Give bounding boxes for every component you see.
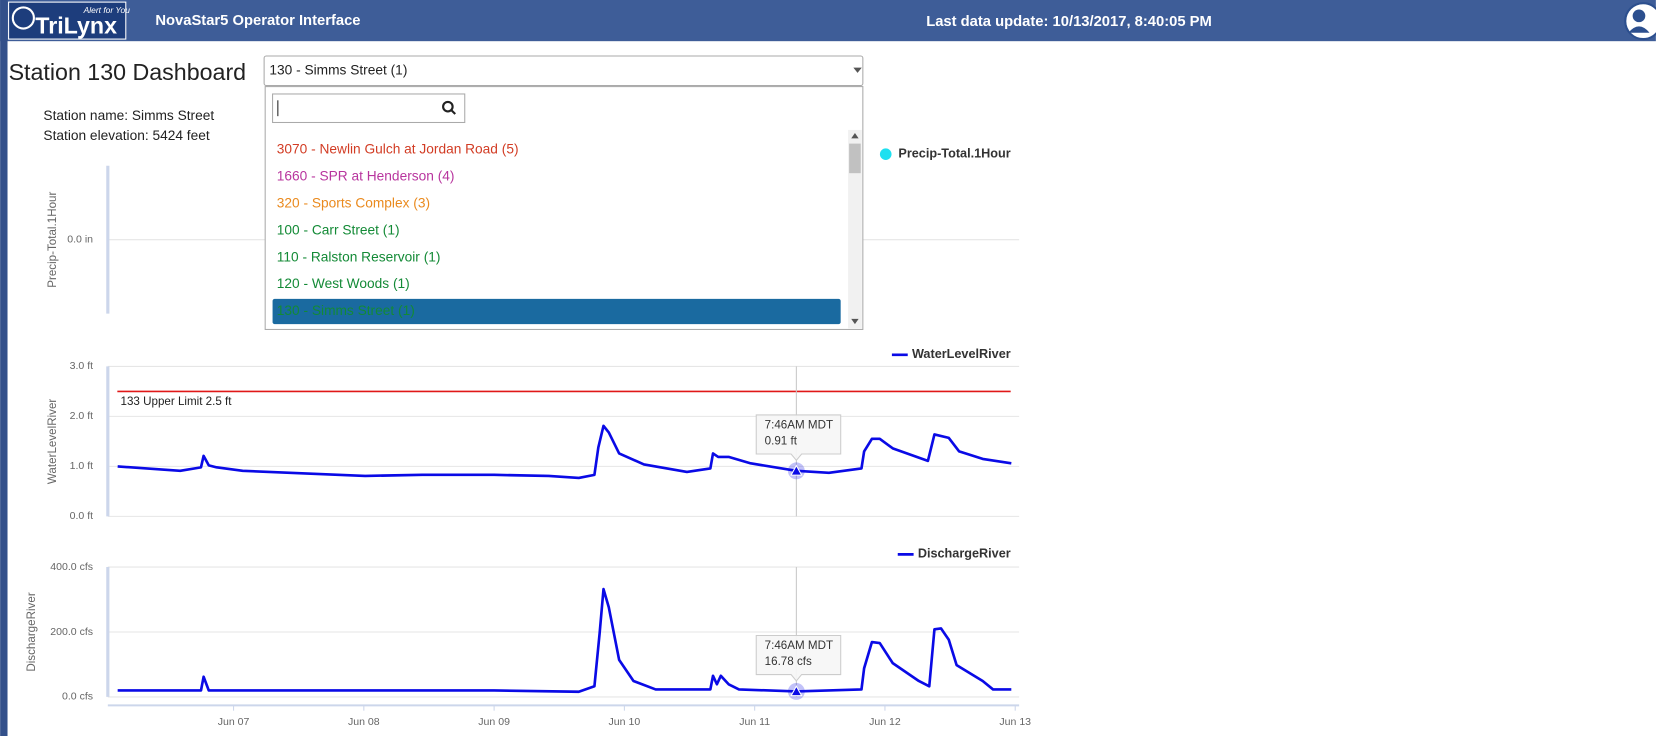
- option-label[interactable]: 3070 - Newlin Gulch at Jordan Road (5): [277, 142, 519, 157]
- option-label[interactable]: 130 - Simms Street (1): [277, 303, 415, 318]
- last-update: Last data update: 10/13/2017, 8:40:05 PM: [926, 14, 1212, 30]
- hover-marker: [790, 464, 803, 476]
- legend-label[interactable]: WaterLevelRiver: [912, 347, 1011, 361]
- x-tick-label: Jun 10: [609, 716, 641, 728]
- y-tick-label: 400.0 cfs: [50, 561, 93, 573]
- y-axis-title: WaterLevelRiver: [46, 399, 59, 485]
- tooltip-text: 16.78 cfs: [765, 655, 812, 668]
- threshold-label: 133 Upper Limit 2.5 ft: [121, 395, 233, 408]
- tooltip-text: 0.91 ft: [765, 434, 798, 447]
- avatar-head: [1632, 9, 1646, 23]
- y-axis-title: Precip-Total.1Hour: [46, 191, 59, 287]
- option-highlight[interactable]: [272, 298, 841, 325]
- left-strip: [0, 0, 8, 736]
- x-tick-label: Jun 13: [999, 716, 1031, 728]
- x-tick-label: Jun 07: [218, 716, 250, 728]
- x-tick-label: Jun 09: [478, 716, 510, 728]
- option-label[interactable]: 1660 - SPR at Henderson (4): [277, 168, 455, 183]
- tooltip-box: [755, 634, 842, 682]
- y-tick-label: 2.0 ft: [70, 410, 94, 422]
- option-row[interactable]: [272, 218, 841, 244]
- scrollbar-track: [848, 129, 862, 329]
- search-icon-handle: [450, 109, 456, 115]
- station-elevation: Station elevation: 5424 feet: [43, 128, 209, 143]
- search-icon: [442, 100, 454, 113]
- option-label[interactable]: 100 - Carr Street (1): [277, 222, 400, 237]
- y-tick-label: 0.0 in: [67, 233, 93, 245]
- dashboard-title: Station 130 Dashboard: [9, 59, 247, 85]
- option-row[interactable]: [272, 191, 841, 217]
- select-caret: [853, 67, 862, 73]
- legend-label[interactable]: Precip-Total.1Hour: [898, 147, 1010, 161]
- scrollbar-thumb[interactable]: [849, 143, 861, 174]
- logo-icon: [11, 6, 35, 30]
- logo-tagline: Alert for You: [83, 5, 131, 15]
- x-tick-label: Jun 08: [348, 716, 380, 728]
- y-tick-label: 1.0 ft: [70, 460, 94, 472]
- hover-marker: [790, 685, 803, 697]
- scroll-up[interactable]: [851, 133, 859, 139]
- scroll-down[interactable]: [851, 318, 859, 325]
- option-row[interactable]: [272, 164, 841, 190]
- y-tick-label: 0.0 ft: [70, 510, 94, 522]
- tooltip-box: [755, 414, 842, 462]
- series-line: [117, 587, 1012, 694]
- tooltip-text: 7:46AM MDT: [765, 639, 833, 652]
- station-dropdown: 130 - Simms Street (1) 3070 - Newlin Gul…: [263, 55, 864, 330]
- series-line: [117, 424, 1012, 480]
- logo-text: TriLynx: [35, 13, 117, 39]
- x-tick-label: Jun 12: [869, 716, 901, 728]
- select-value: 130 - Simms Street (1): [269, 62, 407, 77]
- option-label[interactable]: 120 - West Woods (1): [277, 276, 410, 291]
- y-tick-label: 3.0 ft: [70, 360, 94, 372]
- option-row[interactable]: [272, 244, 841, 271]
- select-box[interactable]: [263, 55, 864, 87]
- option-row[interactable]: [272, 137, 841, 163]
- header-bar: [0, 0, 1656, 42]
- y-tick-label: 200.0 cfs: [50, 626, 93, 638]
- app-title: NovaStar5 Operator Interface: [155, 13, 360, 29]
- y-tick-label: 0.0 cfs: [62, 691, 93, 703]
- charts: 0.0 in Precip-Total.1Hour Precip-Total.1Ho…: [25, 147, 1031, 729]
- search-input[interactable]: [272, 93, 466, 124]
- x-tick-label: Jun 11: [739, 716, 770, 728]
- tooltip-text: 7:46AM MDT: [765, 419, 833, 432]
- avatar-body: [1628, 26, 1650, 33]
- station-name: Station name: Simms Street: [43, 108, 214, 123]
- legend-label[interactable]: DischargeRiver: [918, 547, 1011, 561]
- option-label[interactable]: 320 - Sports Complex (3): [277, 195, 430, 210]
- option-list: 3070 - Newlin Gulch at Jordan Road (5) 16…: [272, 137, 841, 325]
- legend-marker: [879, 148, 892, 160]
- option-row[interactable]: [272, 271, 841, 298]
- y-axis-title: DischargeRiver: [25, 592, 38, 671]
- option-label[interactable]: 110 - Ralston Reservoir (1): [277, 249, 441, 264]
